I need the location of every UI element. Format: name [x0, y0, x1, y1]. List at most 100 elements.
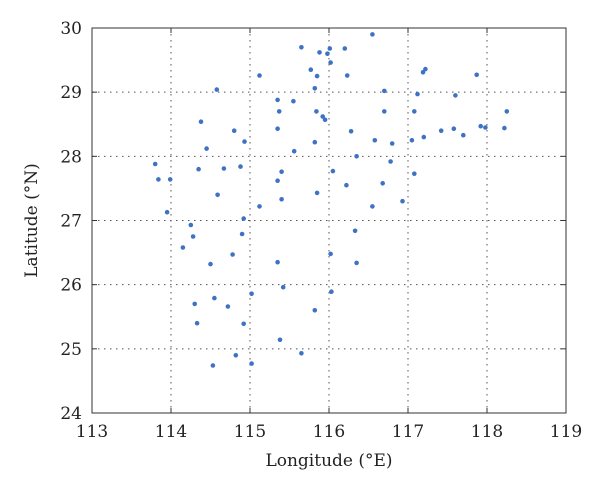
data-point	[249, 291, 254, 297]
data-point	[275, 126, 280, 131]
y-tick-label: 29	[60, 83, 82, 103]
data-point	[221, 166, 227, 171]
data-point	[214, 87, 220, 92]
data-point	[382, 88, 387, 94]
data-point	[198, 119, 204, 124]
data-point	[164, 209, 170, 215]
data-point	[275, 178, 280, 183]
data-point	[453, 93, 458, 98]
x-tick-label: 115	[234, 422, 266, 442]
data-point	[330, 168, 336, 174]
data-point	[312, 86, 318, 91]
data-point	[238, 164, 243, 169]
data-point	[241, 216, 246, 221]
plot-frame	[91, 27, 567, 414]
data-point	[190, 234, 196, 239]
data-point	[423, 66, 428, 72]
y-tick-label: 28	[60, 147, 82, 167]
data-point	[225, 304, 231, 309]
x-tick-label: 113	[76, 422, 108, 442]
y-axis-label: Latitude (°N)	[22, 163, 42, 277]
data-point	[314, 73, 320, 79]
data-point	[280, 284, 286, 290]
x-tick-label: 118	[471, 422, 503, 442]
data-point	[242, 139, 247, 144]
data-point	[192, 301, 197, 307]
data-point	[438, 128, 444, 133]
data-point	[180, 245, 186, 250]
data-point	[420, 70, 426, 75]
data-point	[194, 320, 200, 326]
data-point	[299, 45, 304, 50]
data-point	[328, 251, 333, 257]
data-point	[348, 129, 354, 134]
data-point	[415, 91, 420, 97]
data-point	[291, 98, 296, 104]
data-point	[279, 197, 284, 202]
data-points	[152, 32, 510, 368]
data-point	[327, 46, 333, 51]
data-point	[233, 353, 239, 358]
data-point	[257, 204, 262, 209]
data-point	[279, 169, 284, 174]
y-tick-label: 30	[60, 19, 82, 39]
data-point	[230, 252, 235, 257]
y-tick-label: 26	[60, 276, 82, 296]
data-point	[409, 138, 415, 143]
data-point	[478, 123, 484, 129]
y-tick-label: 25	[60, 340, 82, 360]
data-point	[299, 351, 304, 356]
x-tick-label: 117	[392, 422, 424, 442]
data-point	[328, 60, 333, 65]
data-point	[354, 260, 359, 266]
data-point	[389, 141, 395, 146]
data-point	[312, 139, 318, 145]
data-point	[277, 337, 283, 343]
data-point	[152, 161, 158, 167]
y-tick-label: 24	[60, 404, 82, 424]
data-point	[370, 204, 375, 209]
grid-lines	[92, 28, 566, 413]
data-point	[372, 138, 378, 143]
data-point	[412, 171, 417, 176]
data-point	[483, 125, 488, 130]
data-point	[276, 109, 282, 114]
data-point	[212, 295, 217, 301]
data-point	[380, 181, 386, 186]
data-point	[400, 198, 405, 204]
data-point	[275, 259, 280, 265]
data-point	[312, 308, 318, 313]
data-point	[325, 51, 330, 56]
x-tick-label: 119	[550, 422, 582, 442]
data-point	[342, 46, 348, 51]
data-point	[502, 125, 507, 131]
data-point	[474, 72, 480, 78]
data-point	[354, 154, 359, 159]
x-tick-label: 116	[313, 422, 345, 442]
data-point	[275, 97, 280, 103]
data-point	[188, 222, 194, 228]
data-point	[451, 126, 457, 131]
data-point	[388, 159, 393, 164]
data-point	[249, 361, 254, 366]
data-point	[322, 117, 328, 123]
x-tick-label: 114	[155, 422, 187, 442]
data-point	[215, 192, 220, 198]
data-point	[344, 73, 350, 78]
data-point	[344, 182, 349, 188]
data-point	[461, 132, 466, 138]
data-point	[239, 231, 245, 237]
data-point	[352, 228, 358, 234]
data-point	[208, 261, 213, 267]
data-point	[314, 190, 320, 196]
data-point	[291, 148, 297, 154]
y-tick-labels: 24 25 26 27 28 29 30	[60, 19, 82, 424]
data-point	[329, 289, 334, 295]
data-point	[204, 146, 209, 151]
data-point	[257, 73, 262, 78]
data-point	[382, 109, 387, 114]
data-point	[231, 128, 237, 133]
y-tick-label: 27	[60, 212, 82, 232]
data-point	[421, 134, 427, 140]
